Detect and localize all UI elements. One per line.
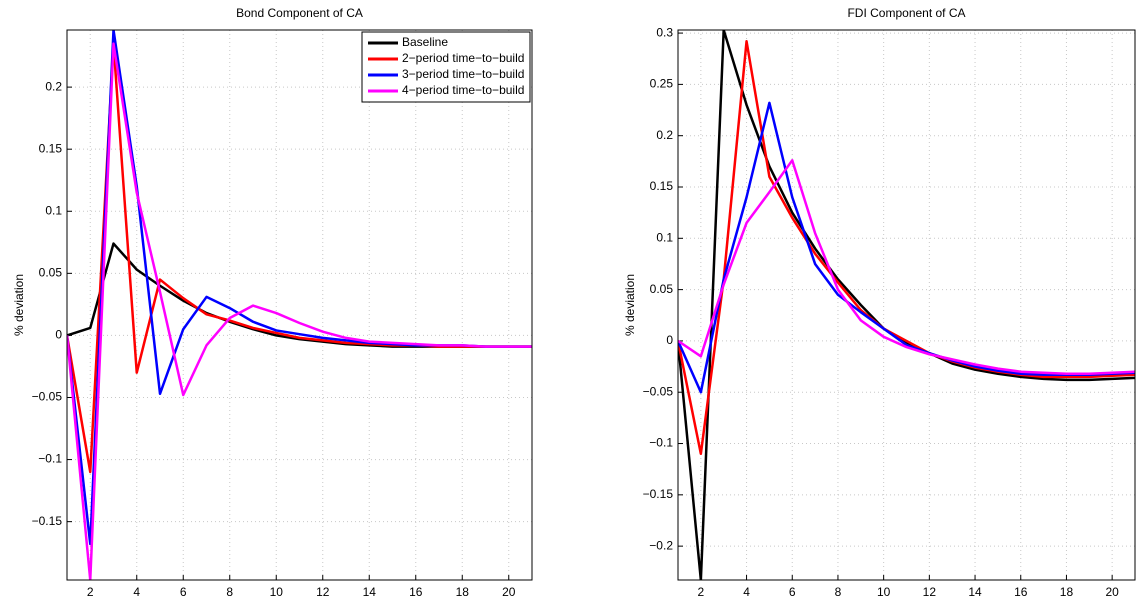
y-axis-label: % deviation: [12, 274, 26, 336]
series-line: [67, 42, 532, 580]
y-axis-label: % deviation: [623, 274, 637, 336]
y-tick-label: 0: [666, 333, 673, 347]
y-tick-label: 0.2: [656, 128, 673, 142]
y-tick-label: −0.15: [643, 487, 674, 501]
y-tick-label: 0.05: [39, 266, 63, 280]
y-tick-label: 0.15: [650, 179, 674, 193]
x-tick-label: 18: [456, 585, 470, 599]
x-tick-label: 16: [409, 585, 423, 599]
y-tick-label: 0.15: [39, 141, 63, 155]
y-tick-label: 0.25: [650, 77, 674, 91]
axes: Bond Component of CA % deviation 2 4 6 8 10 12 1…: [12, 6, 533, 599]
series-line: [678, 40, 1135, 456]
x-tick-label: 10: [270, 585, 284, 599]
y-tick-label: 0.3: [656, 25, 673, 39]
y-tick-label: 0.2: [45, 79, 62, 93]
y-tick-label: 0.1: [45, 203, 62, 217]
legend-label: 2−period time−to−build: [402, 51, 524, 65]
x-tick-label: 4: [743, 585, 750, 599]
y-tick-label: −0.15: [32, 514, 63, 528]
x-tick-label: 4: [133, 585, 140, 599]
lines: [678, 30, 1135, 580]
series-line: [678, 159, 1135, 375]
x-tick-label: 20: [1105, 585, 1119, 599]
x-tick-label: 6: [789, 585, 796, 599]
x-tick-label: 2: [698, 585, 705, 599]
x-tick-label: 2: [87, 585, 94, 599]
plot-area: [67, 30, 532, 580]
y-tick-label: −0.05: [32, 390, 63, 404]
legend: Baseline 2−period time−to−build 3−period t…: [361, 31, 531, 103]
plot-area: [678, 30, 1135, 580]
y-tick-label: 0.05: [650, 282, 674, 296]
chart-title: Bond Component of CA: [236, 6, 363, 20]
y-tick-label: −0.05: [643, 384, 674, 398]
x-tick-label: 20: [502, 585, 516, 599]
axes: FDI Component of CA % deviation 2 4 6 8 10 12 14…: [623, 6, 1136, 599]
series-line: [678, 30, 1135, 580]
series-line: [678, 101, 1135, 394]
axes-frame: [677, 29, 1136, 581]
x-tick-label: 16: [1014, 585, 1028, 599]
y-tick-label: 0.1: [656, 230, 673, 244]
axes-frame: [66, 29, 533, 581]
legend-label: 4−period time−to−build: [402, 83, 524, 97]
y-tick-label: −0.1: [649, 436, 673, 450]
legend-label: 3−period time−to−build: [402, 67, 524, 81]
x-tick-label: 6: [180, 585, 187, 599]
y-tick-label: −0.1: [38, 452, 62, 466]
x-tick-label: 8: [835, 585, 842, 599]
lines: [67, 30, 532, 580]
x-tick-label: 8: [226, 585, 233, 599]
x-tick-label: 12: [923, 585, 937, 599]
y-tick-label: −0.2: [649, 538, 673, 552]
chart-title: FDI Component of CA: [847, 6, 965, 20]
x-tick-label: 10: [877, 585, 891, 599]
x-tick-label: 14: [968, 585, 982, 599]
y-tick-label: 0: [55, 328, 62, 342]
x-tick-label: 14: [363, 585, 377, 599]
x-tick-label: 18: [1060, 585, 1074, 599]
x-tick-label: 12: [316, 585, 330, 599]
legend-label: Baseline: [402, 35, 448, 49]
